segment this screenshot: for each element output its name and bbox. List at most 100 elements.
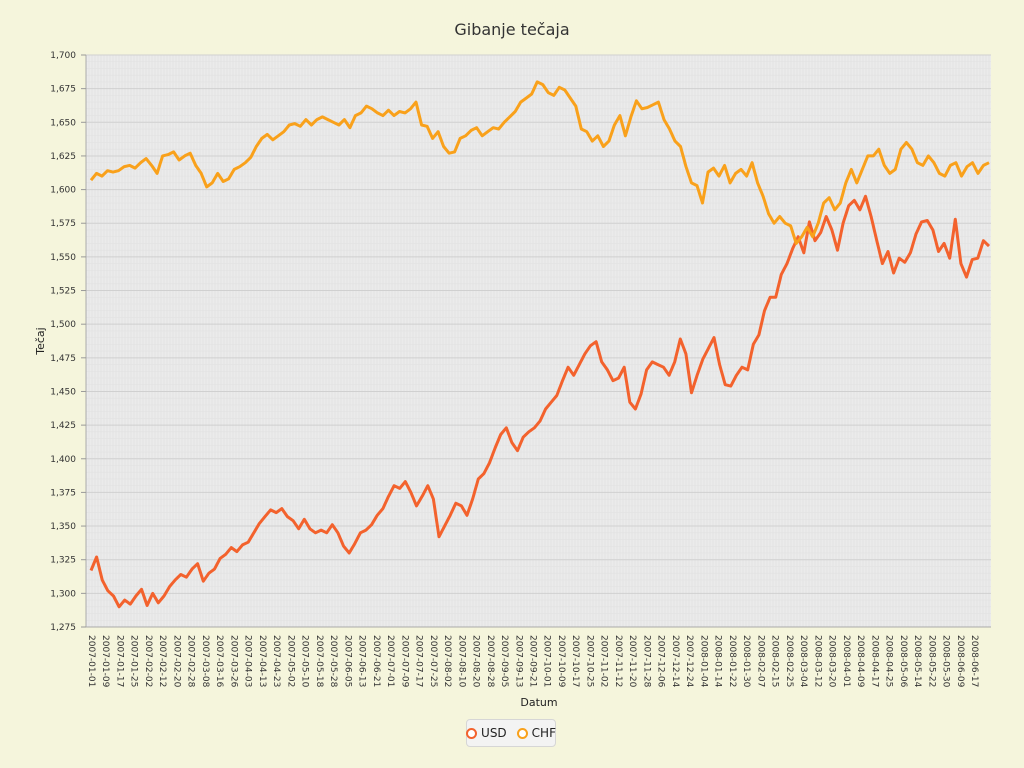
x-tick-label: 2007-10-01 (542, 635, 552, 687)
x-tick-label: 2007-11-12 (613, 635, 623, 687)
chart-title: Gibanje tečaja (454, 20, 570, 39)
legend-item-usd: USD (466, 726, 507, 740)
x-tick-label: 2008-05-22 (926, 635, 936, 687)
y-tick-label: 1,575 (50, 219, 76, 229)
x-tick-label: 2007-09-05 (499, 635, 509, 687)
x-tick-label: 2008-01-14 (713, 635, 723, 688)
x-tick-label: 2007-11-02 (599, 635, 609, 687)
y-tick-label: 1,525 (50, 287, 76, 297)
y-tick-label: 1,300 (50, 589, 76, 599)
x-tick-label: 2007-12-24 (684, 635, 694, 688)
x-tick-label: 2007-10-09 (556, 635, 566, 688)
x-tick-label: 2007-07-17 (414, 635, 424, 687)
x-tick-label: 2007-04-23 (271, 635, 281, 687)
x-tick-label: 2008-04-01 (841, 635, 851, 687)
y-axis-label: Tečaj (34, 327, 47, 355)
y-tick-label: 1,375 (50, 488, 76, 498)
x-tick-label: 2008-01-04 (698, 635, 708, 688)
x-tick-label: 2008-04-25 (884, 635, 894, 687)
x-tick-label: 2007-03-16 (214, 635, 224, 688)
y-tick-labels: 1,275 1,300 1,325 1,350 1,375 1,400 1,425 1,450… (50, 51, 86, 633)
chart-legend: USD CHF (466, 719, 556, 747)
x-tick-label: 2007-02-12 (157, 635, 167, 687)
legend-label-chf: CHF (531, 726, 556, 740)
x-tick-label: 2007-09-21 (528, 635, 538, 687)
x-tick-label: 2008-02-25 (784, 635, 794, 687)
legend-marker-usd (466, 727, 478, 739)
legend-label-usd: USD (481, 726, 507, 740)
series-line-usd (89, 194, 991, 609)
x-tick-label: 2007-12-06 (656, 635, 666, 688)
x-tick-label: 2007-07-01 (385, 635, 395, 687)
x-tick-label: 2007-08-02 (442, 635, 452, 687)
x-tick-label: 2007-02-28 (186, 635, 196, 688)
x-tick-label: 2008-05-14 (912, 635, 922, 688)
x-tick-label: 2008-03-20 (827, 635, 837, 688)
x-tick-label: 2008-06-09 (955, 635, 965, 688)
x-tick-labels: 2007-01-01 2007-01-09 2007-01-17 2007-01-25… (86, 635, 979, 688)
x-tick-label: 2008-05-06 (898, 635, 908, 688)
x-tick-label: 2007-02-20 (171, 635, 181, 688)
x-tick-label: 2007-08-28 (485, 635, 495, 688)
y-tick-label: 1,500 (50, 320, 76, 330)
x-tick-label: 2007-06-21 (371, 635, 381, 687)
x-tick-label: 2008-03-12 (812, 635, 822, 687)
x-tick-label: 2007-03-08 (200, 635, 210, 688)
legend-marker-chf (516, 727, 528, 739)
y-tick-label: 1,450 (50, 387, 76, 397)
x-tick-label: 2007-02-02 (143, 635, 153, 687)
y-tick-label: 1,650 (50, 118, 76, 128)
axes (85, 55, 991, 628)
x-tick-label: 2008-02-15 (770, 635, 780, 687)
x-tick-label: 2007-03-26 (228, 635, 238, 688)
x-tick-label: 2007-01-09 (100, 635, 110, 688)
x-tick-label: 2007-09-13 (513, 635, 523, 687)
x-tick-label: 2007-08-20 (471, 635, 481, 688)
x-tick-label: 2007-06-05 (342, 635, 352, 687)
series-line-chf (89, 80, 990, 245)
x-tick-label: 2008-06-17 (969, 635, 979, 687)
x-tick-label: 2008-01-30 (741, 635, 751, 688)
x-tick-label: 2007-04-13 (257, 635, 267, 687)
y-tick-label: 1,625 (50, 152, 76, 162)
y-tick-label: 1,425 (50, 421, 76, 431)
grid-lines (85, 54, 991, 628)
x-tick-label: 2007-05-10 (300, 635, 310, 688)
x-tick-label: 2007-06-13 (357, 635, 367, 687)
x-tick-label: 2007-12-14 (670, 635, 680, 688)
x-tick-label: 2008-01-22 (727, 635, 737, 687)
y-tick-label: 1,550 (50, 253, 76, 263)
plot-background (86, 55, 991, 627)
x-tick-label: 2007-01-25 (129, 635, 139, 687)
x-tick-label: 2007-05-28 (328, 635, 338, 688)
y-tick-label: 1,600 (50, 186, 76, 196)
y-tick-label: 1,350 (50, 522, 76, 532)
x-tick-label: 2008-04-09 (855, 635, 865, 688)
x-tick-label: 2007-07-09 (399, 635, 409, 688)
y-tick-label: 1,325 (50, 556, 76, 566)
x-axis-label: Datum (520, 696, 557, 709)
x-tick-label: 2008-03-04 (798, 635, 808, 688)
x-tick-label: 2007-07-25 (428, 635, 438, 687)
legend-item-chf: CHF (516, 726, 556, 740)
x-tick-label: 2007-10-25 (584, 635, 594, 687)
y-tick-label: 1,700 (50, 51, 76, 61)
x-tick-label: 2007-10-17 (570, 635, 580, 687)
x-tick-label: 2007-11-28 (641, 635, 651, 688)
x-tick-label: 2008-05-30 (941, 635, 951, 688)
y-tick-label: 1,400 (50, 455, 76, 465)
x-tick-label: 2007-01-01 (86, 635, 96, 687)
x-tick-label: 2007-01-17 (114, 635, 124, 687)
y-tick-label: 1,275 (50, 623, 76, 633)
x-tick-label: 2007-04-03 (243, 635, 253, 687)
x-tick-label: 2008-04-17 (869, 635, 879, 687)
x-tick-label: 2007-05-18 (314, 635, 324, 688)
x-tick-label: 2007-11-20 (627, 635, 637, 688)
x-tick-label: 2008-02-07 (755, 635, 765, 687)
y-tick-label: 1,475 (50, 354, 76, 364)
x-tick-label: 2007-05-02 (285, 635, 295, 687)
x-tick-label: 2007-08-10 (456, 635, 466, 688)
y-tick-label: 1,675 (50, 85, 76, 95)
series-lines (89, 80, 991, 609)
